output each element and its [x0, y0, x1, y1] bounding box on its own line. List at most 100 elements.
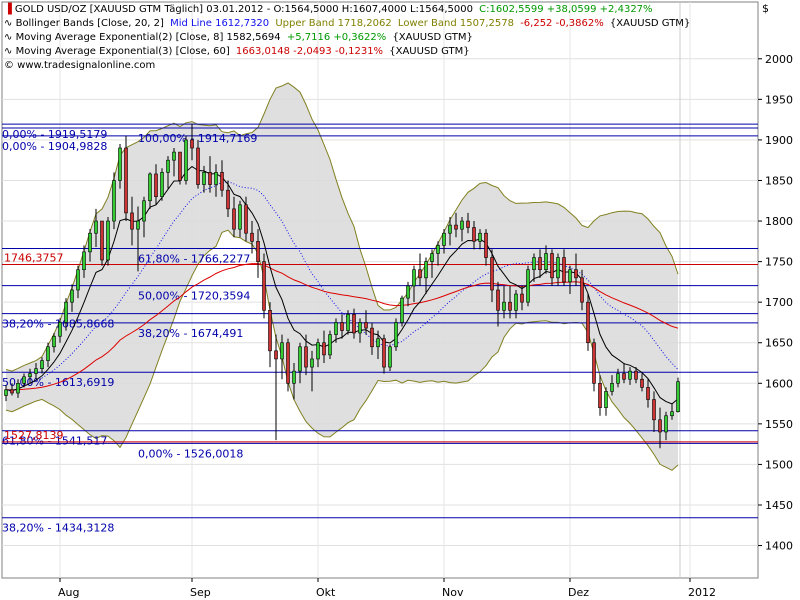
- candle-body: [118, 147, 122, 181]
- x-tick-label: 2012: [688, 586, 716, 599]
- legend-line-bollinger: ∿ Bollinger Bands [Close, 20, 2] Mid Lin…: [4, 18, 690, 29]
- candle-body: [172, 151, 176, 161]
- bollinger-lower-line: [5, 229, 679, 471]
- candle-body: [52, 335, 56, 348]
- legend-icon: ▐: [4, 2, 12, 15]
- candle-body: [136, 220, 140, 230]
- candle-body: [328, 334, 332, 356]
- candle-body: [106, 220, 110, 261]
- candlestick-layer: [4, 123, 680, 449]
- candle-body: [58, 322, 62, 337]
- ema-slow-line: [5, 263, 679, 391]
- candle-body: [526, 269, 530, 303]
- candle-body: [544, 253, 548, 271]
- candle-body: [100, 220, 104, 261]
- y-tick-label: 1900: [765, 134, 793, 147]
- candle-body: [220, 172, 224, 191]
- red-level-label: 1746,3757: [4, 252, 64, 265]
- bollinger-band-layer: [5, 82, 679, 471]
- candle-body: [76, 269, 80, 291]
- candle-body: [166, 159, 170, 173]
- fib-level-label: 61,80% - 1541,517: [2, 435, 107, 448]
- legend-bollinger-mid: Mid Line 1612,7320: [170, 18, 269, 29]
- candle-body: [436, 245, 440, 254]
- candle-body: [676, 381, 680, 412]
- candle-body: [520, 293, 524, 303]
- candle-body: [244, 204, 248, 234]
- fib-level-label: 0,00% - 1904,9828: [2, 140, 107, 153]
- candle-body: [88, 232, 92, 253]
- candle-body: [268, 309, 272, 352]
- candle-body: [160, 172, 164, 198]
- legend-ema-fast-name: Moving Average Exponential(2) [Close, 8]…: [16, 32, 281, 43]
- candle-body: [46, 346, 50, 361]
- axis-layer: 1400 1450 1500 1550 1600 1650 1700 1750 1800 1850…: [58, 53, 793, 599]
- legend-line-icon: ∿: [4, 18, 12, 29]
- candle-body: [442, 232, 446, 246]
- candle-body: [400, 297, 404, 323]
- candle-body: [664, 415, 668, 433]
- candle-body: [130, 212, 134, 230]
- fib-level-label: 100,00% - 1914,7169: [138, 132, 257, 145]
- candle-body: [286, 342, 290, 384]
- candle-body: [256, 241, 260, 262]
- candle-body: [22, 376, 26, 384]
- candle-body: [388, 346, 392, 368]
- candle-body: [352, 314, 356, 334]
- candle-body: [556, 257, 560, 279]
- legend-price-change: C:1602,5599 +38,0599 +2,4327%: [479, 4, 652, 15]
- candle-body: [28, 373, 32, 378]
- candle-body: [538, 257, 542, 271]
- fib-level-label: 61,80% - 1766,2277: [138, 252, 250, 265]
- legend-ema-fast-suffix: {XAUUSD GTM}: [392, 32, 472, 43]
- candle-body: [568, 269, 572, 283]
- candle-body: [604, 391, 608, 408]
- candle-body: [148, 173, 152, 202]
- candle-body: [40, 360, 44, 369]
- candle-body: [370, 327, 374, 348]
- candle-body: [214, 172, 218, 185]
- y-tick-label: 1400: [765, 540, 793, 553]
- legend-line-icon: ∿: [4, 32, 12, 43]
- candle-body: [10, 389, 14, 394]
- candle-body: [406, 285, 410, 299]
- candle-body: [154, 173, 158, 198]
- level-lines-layer: 0,00% - 1919,5179 100,00% - 1914,7169 0,00…: [2, 123, 758, 535]
- fib-level-label: 38,20% - 1434,3128: [2, 522, 114, 535]
- candle-body: [514, 293, 518, 311]
- candle-body: [274, 350, 278, 360]
- candle-body: [382, 338, 386, 368]
- fib-level-label: 50,00% - 1720,3594: [138, 290, 250, 303]
- legend-ema-fast-change: +5,7116 +0,3622%: [287, 32, 386, 43]
- legend-ema-slow-value: 1663,0148 -2,0493 -0,1231%: [236, 46, 383, 57]
- candle-body: [142, 200, 146, 222]
- legend-bollinger-lower: Lower Band 1507,2578: [398, 18, 514, 29]
- legend-ema-slow-suffix: {XAUUSD GTM}: [389, 46, 469, 57]
- x-tick-label: Okt: [316, 586, 336, 599]
- y-tick-label: 1800: [765, 215, 793, 228]
- x-tick-label: Dez: [568, 586, 589, 599]
- candle-body: [64, 301, 68, 323]
- legend-bollinger-suffix: {XAUUSD GTM}: [610, 18, 690, 29]
- candle-body: [238, 204, 242, 230]
- candle-body: [202, 172, 206, 185]
- candle-body: [226, 189, 230, 210]
- y-tick-label: 2000: [765, 53, 793, 66]
- candle-body: [448, 224, 452, 234]
- y-tick-label: 1950: [765, 93, 793, 106]
- legend-line-ema-fast: ∿ Moving Average Exponential(2) [Close, …: [4, 32, 473, 43]
- candle-body: [4, 389, 8, 396]
- candle-body: [310, 358, 314, 368]
- candle-body: [658, 419, 662, 433]
- candle-body: [424, 261, 428, 279]
- legend-bollinger-name: Bollinger Bands [Close, 20, 2]: [16, 18, 164, 29]
- y-tick-label: 1850: [765, 174, 793, 187]
- x-tick-label: Aug: [58, 586, 79, 599]
- candle-body: [232, 208, 236, 230]
- bollinger-band-fill: [6, 83, 678, 471]
- legend-bollinger-upper: Upper Band 1718,2062: [275, 18, 391, 29]
- candle-body: [184, 139, 188, 181]
- candle-body: [562, 257, 566, 283]
